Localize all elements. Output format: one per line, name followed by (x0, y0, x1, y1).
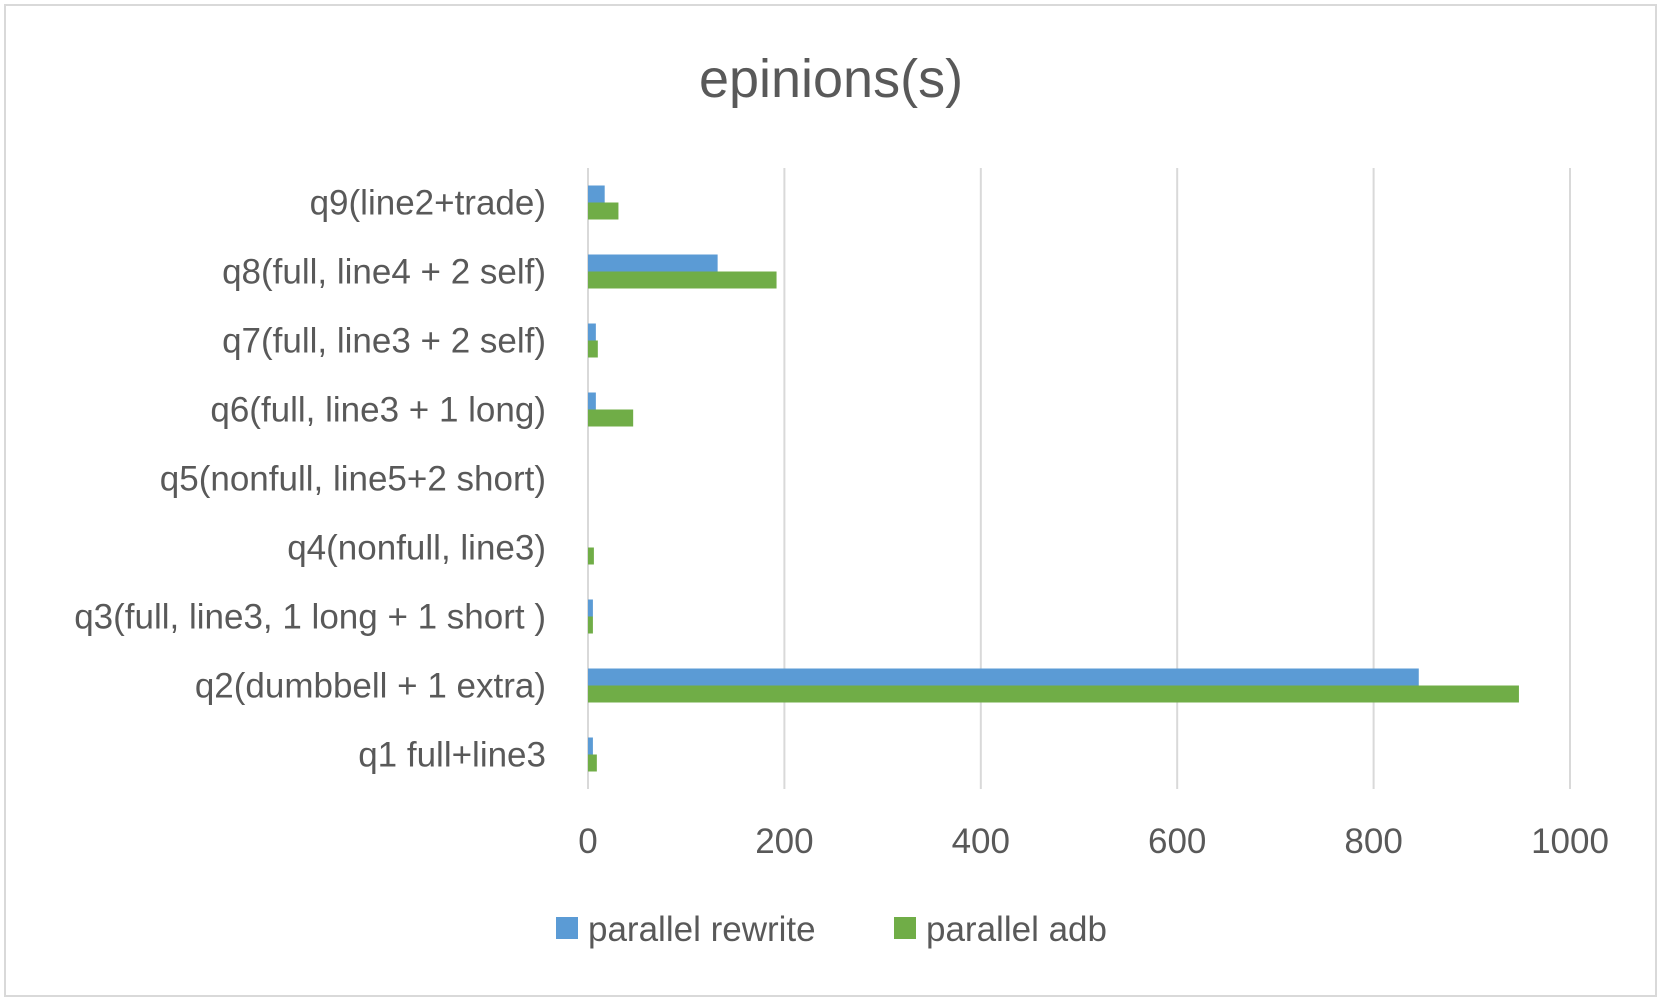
bar-parallel-rewrite (588, 599, 593, 617)
x-tick-label: 600 (1148, 822, 1206, 861)
bar-parallel-adb (588, 754, 597, 772)
chart-frame (4, 4, 1657, 997)
category-label: q9(line2+trade) (310, 184, 546, 223)
bar-parallel-adb (588, 340, 598, 358)
x-tick-label: 1000 (1531, 822, 1609, 861)
bar-parallel-rewrite (588, 254, 718, 272)
category-label: q3(full, line3, 1 long + 1 short ) (74, 598, 546, 637)
category-axis: q1 full+line3 q2(dumbbell + 1 extra) q3(fu… (74, 184, 546, 775)
bar-parallel-adb (588, 202, 619, 220)
bar-parallel-rewrite (588, 737, 593, 755)
category-label: q1 full+line3 (358, 736, 546, 775)
x-tick-label: 200 (755, 822, 813, 861)
legend-swatch (894, 917, 916, 939)
bar-parallel-rewrite (588, 392, 596, 410)
bar-parallel-adb (588, 547, 594, 565)
category-label: q7(full, line3 + 2 self) (222, 322, 546, 361)
legend-label: parallel rewrite (588, 910, 816, 949)
category-label: q5(nonfull, line5+2 short) (160, 460, 546, 499)
bar-parallel-adb (588, 685, 1519, 703)
x-tick-label: 400 (952, 822, 1010, 861)
bar-parallel-adb (588, 271, 777, 289)
legend: parallel rewrite parallel adb (556, 910, 1107, 949)
category-label: q4(nonfull, line3) (287, 529, 546, 568)
legend-label: parallel adb (926, 910, 1107, 949)
category-label: q6(full, line3 + 1 long) (210, 391, 546, 430)
bar-layer (588, 185, 1519, 772)
category-label: q8(full, line4 + 2 self) (222, 253, 546, 292)
legend-swatch (556, 917, 578, 939)
bar-parallel-rewrite (588, 185, 605, 203)
chart-title: epinions(s) (699, 49, 963, 109)
x-tick-label: 0 (578, 822, 597, 861)
category-label: q2(dumbbell + 1 extra) (195, 667, 546, 706)
bar-parallel-rewrite (588, 323, 596, 341)
bar-parallel-adb (588, 409, 634, 427)
bar-parallel-adb (588, 616, 593, 634)
x-tick-label: 800 (1344, 822, 1402, 861)
bar-parallel-rewrite (588, 668, 1419, 686)
value-axis: 0 200 400 600 800 1000 (578, 822, 1609, 861)
